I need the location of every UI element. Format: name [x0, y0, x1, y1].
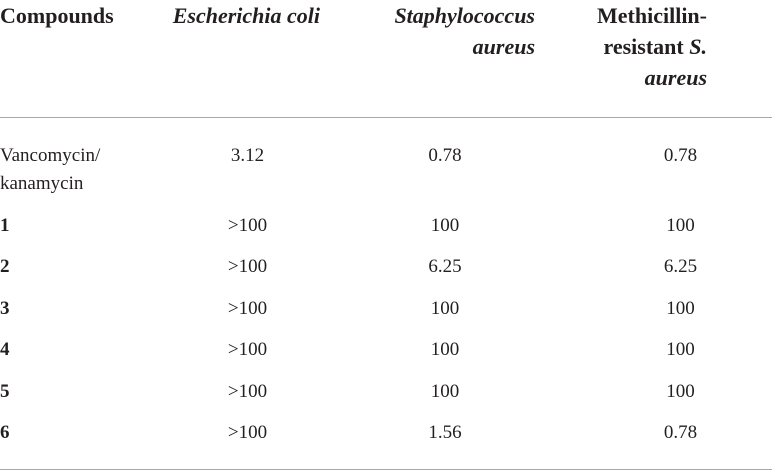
- header-cell: Escherichia coli: [160, 0, 335, 117]
- table-row: 2 >100 6.25 6.25: [0, 253, 772, 295]
- value-cell: 100: [666, 380, 695, 402]
- value-cell: >100: [227, 422, 268, 443]
- value-cell: 100: [430, 339, 460, 360]
- value-cell: >100: [227, 380, 268, 402]
- value-cell: 0.78: [663, 422, 698, 443]
- value-cell: 100: [666, 297, 695, 319]
- header-cell: Methicillin-resistant S. aureus: [555, 0, 772, 117]
- value-cell: 6.25: [428, 256, 462, 277]
- value-cell: 100: [430, 297, 460, 319]
- table-row: 6 >100 1.56 0.78: [0, 419, 772, 461]
- header-text: S. aureus: [644, 34, 707, 90]
- compound-cell: 1: [0, 214, 10, 236]
- compound-cell: 2: [0, 256, 10, 277]
- table-body: Vancomycin/ kanamycin 3.12 0.78 0.78 1 >100 10…: [0, 118, 772, 470]
- value-cell: 100: [430, 214, 460, 236]
- table-row: 4 >100 100 100: [0, 336, 772, 378]
- value-cell: 0.78: [428, 145, 462, 166]
- value-cell: >100: [227, 256, 268, 277]
- value-cell: 1.56: [428, 422, 462, 443]
- header-text: Escherichia coli: [172, 3, 320, 28]
- header-cell: Staphylococcus aureus: [335, 0, 555, 117]
- compound-cell: 6: [0, 422, 10, 443]
- table-header: Compounds Escherichia coli Staphylococcus …: [0, 0, 772, 118]
- table-row: 3 >100 100 100: [0, 295, 772, 337]
- header-cell: Compounds: [0, 0, 160, 117]
- value-cell: 6.25: [663, 256, 698, 277]
- value-cell: 100: [666, 214, 695, 236]
- header-text: Staphylococcus aureus: [394, 3, 535, 59]
- value-cell: >100: [227, 297, 268, 319]
- compound-cell: Vancomycin/ kanamycin: [0, 145, 101, 194]
- table-row: 1 >100 100 100: [0, 212, 772, 254]
- table-row: Vancomycin/ kanamycin 3.12 0.78 0.78: [0, 142, 772, 212]
- value-cell: 3.12: [230, 145, 265, 166]
- value-cell: >100: [227, 339, 268, 360]
- header-text: Methicillin-resistant: [597, 3, 707, 59]
- header-text: Compounds: [0, 3, 114, 28]
- compound-cell: 5: [0, 380, 10, 402]
- compound-cell: 4: [0, 339, 10, 360]
- value-cell: 0.78: [663, 145, 698, 166]
- value-cell: 100: [666, 339, 695, 360]
- compound-cell: 3: [0, 297, 10, 319]
- value-cell: 100: [430, 380, 460, 402]
- value-cell: >100: [227, 214, 268, 236]
- table-row: 5 >100 100 100: [0, 378, 772, 420]
